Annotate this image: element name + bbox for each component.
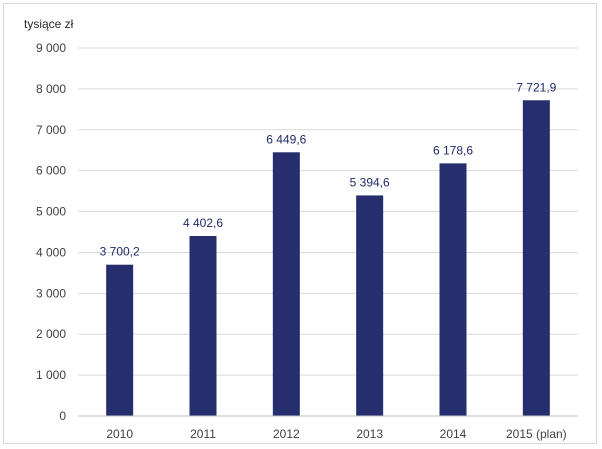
x-tick-label: 2010	[106, 427, 133, 441]
data-labels: 3 700,2 4 402,6 6 449,6 5 394,6 6 178,6 7 721…	[100, 80, 557, 258]
x-tick-label: 2013	[356, 427, 383, 441]
data-label: 7 721,9	[516, 80, 556, 94]
y-axis-tick-labels: 0 1 000 2 000 3 000 4 000 5 000 6 000 7 000 8 00…	[36, 41, 66, 423]
x-tick-label: 2012	[273, 427, 300, 441]
bar	[439, 163, 467, 416]
x-axis-tick-labels: 2010 2011 2012 2013 2014 2015 (plan)	[106, 427, 566, 441]
y-tick-label: 0	[59, 409, 66, 423]
bar	[522, 100, 550, 417]
bar	[106, 264, 134, 416]
y-tick-label: 1 000	[36, 368, 66, 382]
chart-frame	[3, 3, 597, 444]
x-tick-label: 2014	[440, 427, 467, 441]
bars	[106, 100, 550, 417]
gridlines	[78, 47, 578, 376]
y-axis-unit-label: tysiące zł	[24, 17, 74, 31]
x-tick-label: 2015 (plan)	[506, 427, 567, 441]
y-tick-label: 6 000	[36, 164, 66, 178]
data-label: 6 449,6	[266, 132, 306, 146]
y-tick-label: 4 000	[36, 245, 66, 259]
y-tick-label: 9 000	[36, 41, 66, 55]
bar	[189, 235, 217, 416]
data-label: 3 700,2	[100, 245, 140, 259]
y-tick-label: 8 000	[36, 82, 66, 96]
data-label: 6 178,6	[433, 143, 473, 157]
x-tick-label: 2011	[190, 427, 216, 441]
bar	[356, 195, 384, 416]
bar	[272, 152, 300, 416]
data-label: 5 394,6	[350, 175, 390, 189]
y-tick-label: 2 000	[36, 327, 66, 341]
y-tick-label: 7 000	[36, 123, 66, 137]
data-label: 4 402,6	[183, 216, 223, 230]
y-tick-label: 3 000	[36, 286, 66, 300]
y-tick-label: 5 000	[36, 205, 66, 219]
